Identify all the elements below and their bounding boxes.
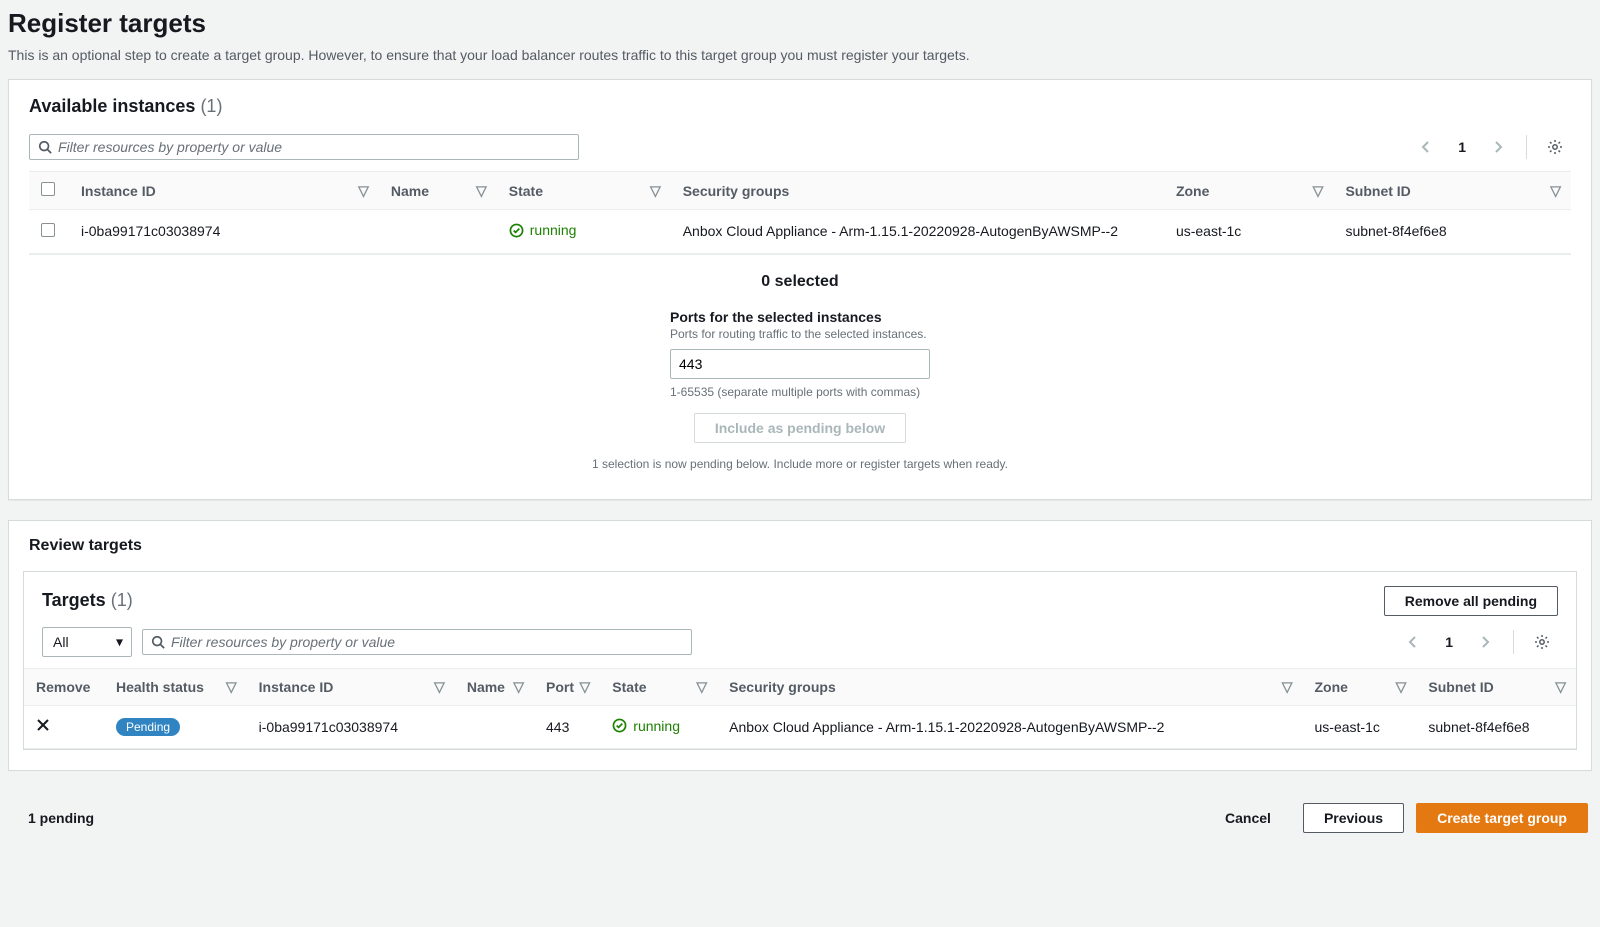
targets-count: (1) (111, 590, 133, 610)
selected-count: 0 selected (29, 273, 1571, 291)
ports-help: Ports for routing traffic to the selecte… (670, 327, 930, 341)
available-count: (1) (200, 96, 222, 116)
col-subnet[interactable]: Subnet ID▽ (1416, 668, 1576, 705)
cell-name (379, 210, 497, 254)
check-circle-icon (509, 223, 524, 238)
col-zone[interactable]: Zone▽ (1303, 668, 1417, 705)
col-port[interactable]: Port▽ (534, 668, 600, 705)
col-state[interactable]: State▽ (497, 172, 671, 210)
page-title: Register targets (8, 8, 1592, 39)
select-all-checkbox[interactable] (41, 182, 55, 196)
close-icon (36, 718, 50, 732)
cell-instance-id: i-0ba99171c03038974 (247, 705, 455, 749)
row-checkbox[interactable] (41, 223, 55, 237)
page-number: 1 (1448, 139, 1476, 155)
previous-button[interactable]: Previous (1303, 803, 1404, 833)
prev-page-button[interactable] (1410, 131, 1442, 163)
col-health[interactable]: Health status▽ (104, 668, 247, 705)
cell-zone: us-east-1c (1303, 705, 1417, 749)
table-row[interactable]: i-0ba99171c03038974 running Anbox Cloud … (29, 210, 1571, 254)
cell-name (455, 705, 534, 749)
ports-label: Ports for the selected instances (670, 309, 930, 325)
cell-zone: us-east-1c (1164, 210, 1334, 254)
col-name[interactable]: Name▽ (455, 668, 534, 705)
col-instance-id[interactable]: Instance ID▽ (247, 668, 455, 705)
next-page-button[interactable] (1482, 131, 1514, 163)
cell-subnet: subnet-8f4ef6e8 (1333, 210, 1571, 254)
ports-input[interactable] (670, 349, 930, 379)
cell-security: Anbox Cloud Appliance - Arm-1.15.1-20220… (671, 210, 1164, 254)
health-badge: Pending (116, 718, 180, 736)
remove-row-button[interactable] (36, 718, 50, 732)
cell-security: Anbox Cloud Appliance - Arm-1.15.1-20220… (717, 705, 1302, 749)
review-settings-button[interactable] (1526, 626, 1558, 658)
col-state[interactable]: State▽ (600, 668, 717, 705)
available-search-input[interactable] (58, 139, 570, 155)
search-icon (38, 140, 52, 154)
available-search[interactable] (29, 134, 579, 160)
available-instances-panel: Available instances (1) 1 (8, 79, 1592, 500)
remove-all-pending-button[interactable]: Remove all pending (1384, 586, 1558, 616)
review-targets-panel: Review targets Targets (1) Remove all pe… (8, 520, 1592, 772)
gear-icon (1534, 634, 1550, 650)
page-description: This is an optional step to create a tar… (8, 47, 1592, 63)
cell-instance-id: i-0ba99171c03038974 (69, 210, 379, 254)
available-title: Available instances (1) (29, 96, 1571, 117)
cancel-button[interactable]: Cancel (1205, 804, 1291, 832)
gear-icon (1547, 139, 1563, 155)
col-subnet[interactable]: Subnet ID▽ (1333, 172, 1571, 210)
col-security[interactable]: Security groups▽ (717, 668, 1302, 705)
cell-port: 443 (534, 705, 600, 749)
cell-state: running (497, 210, 671, 254)
footer: 1 pending Cancel Previous Create target … (8, 791, 1592, 837)
review-search-input[interactable] (171, 634, 683, 650)
create-target-group-button[interactable]: Create target group (1416, 803, 1588, 833)
filter-select[interactable]: All ▾ (42, 627, 132, 657)
targets-title: Targets (42, 590, 106, 610)
search-icon (151, 635, 165, 649)
table-row: Pending i-0ba99171c03038974 443 running … (24, 705, 1576, 749)
col-zone[interactable]: Zone▽ (1164, 172, 1334, 210)
pending-summary: 1 pending (12, 810, 94, 826)
review-page-number: 1 (1435, 634, 1463, 650)
targets-table: Remove Health status▽ Instance ID▽ Name▽… (24, 668, 1576, 750)
col-instance-id[interactable]: Instance ID▽ (69, 172, 379, 210)
caret-down-icon: ▾ (116, 633, 123, 650)
include-pending-button[interactable]: Include as pending below (694, 413, 906, 443)
review-next-page-button[interactable] (1469, 626, 1501, 658)
cell-subnet: subnet-8f4ef6e8 (1416, 705, 1576, 749)
pending-note: 1 selection is now pending below. Includ… (29, 457, 1571, 471)
col-remove: Remove (24, 668, 104, 705)
cell-state: running (600, 705, 717, 749)
col-name[interactable]: Name▽ (379, 172, 497, 210)
review-search[interactable] (142, 629, 692, 655)
available-title-text: Available instances (29, 96, 195, 116)
check-circle-icon (612, 718, 627, 733)
review-title: Review targets (23, 537, 1577, 555)
review-prev-page-button[interactable] (1397, 626, 1429, 658)
available-table: Instance ID▽ Name▽ State▽ Security group… (29, 171, 1571, 254)
col-security[interactable]: Security groups (671, 172, 1164, 210)
ports-hint: 1-65535 (separate multiple ports with co… (670, 385, 930, 399)
settings-button[interactable] (1539, 131, 1571, 163)
